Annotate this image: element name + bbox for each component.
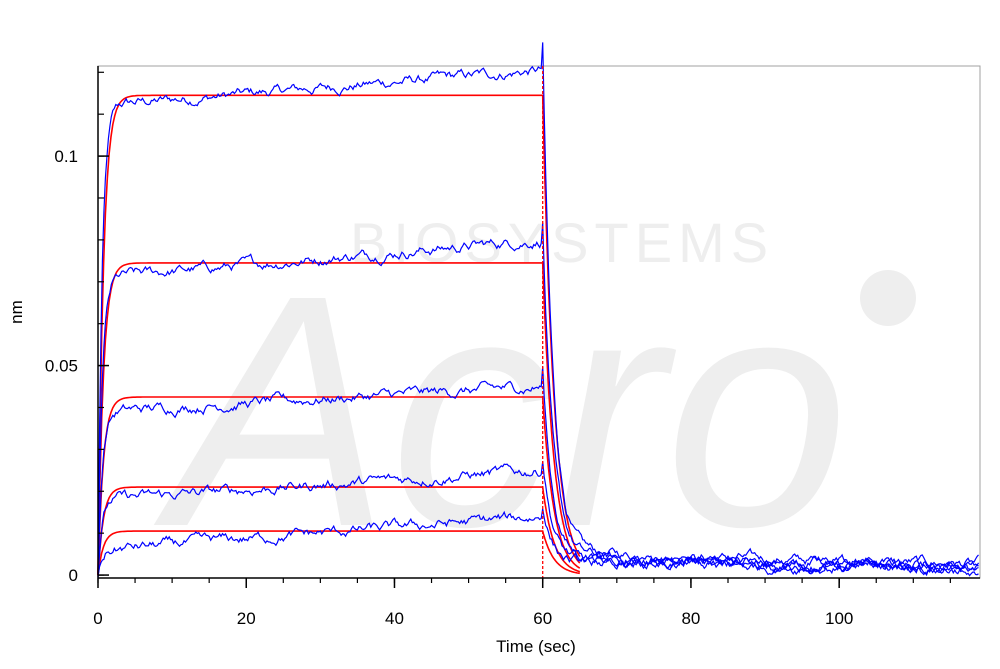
y-tick-label: 0.1	[54, 147, 78, 166]
y-tick-label: 0.05	[45, 357, 78, 376]
measured-curve-4	[97, 461, 980, 577]
plot-area	[97, 42, 980, 579]
measured-curve-5	[97, 508, 979, 578]
x-axis-label: Time (sec)	[496, 637, 576, 656]
fit-curve-5	[97, 530, 580, 576]
y-axis-label: nm	[7, 300, 26, 324]
fit-curve-1	[97, 94, 581, 576]
x-tick-label: 60	[533, 609, 552, 628]
x-tick-label: 20	[237, 609, 256, 628]
x-tick-label: 0	[93, 609, 102, 628]
x-tick-label: 80	[681, 609, 700, 628]
x-tick-label: 40	[385, 609, 404, 628]
axes: 0 0.05 0.1 0 20 40 60 80 100	[45, 66, 980, 628]
y-tick-label: 0	[69, 566, 78, 585]
watermark: BIOSYSTEMS Acro	[149, 211, 916, 595]
fit-curve-2	[97, 262, 581, 576]
watermark-dot-icon	[860, 270, 916, 326]
fit-curve-4	[97, 486, 581, 576]
watermark-brand: Acro	[149, 226, 848, 595]
measured-curve-2	[97, 222, 979, 579]
x-tick-label: 100	[825, 609, 853, 628]
